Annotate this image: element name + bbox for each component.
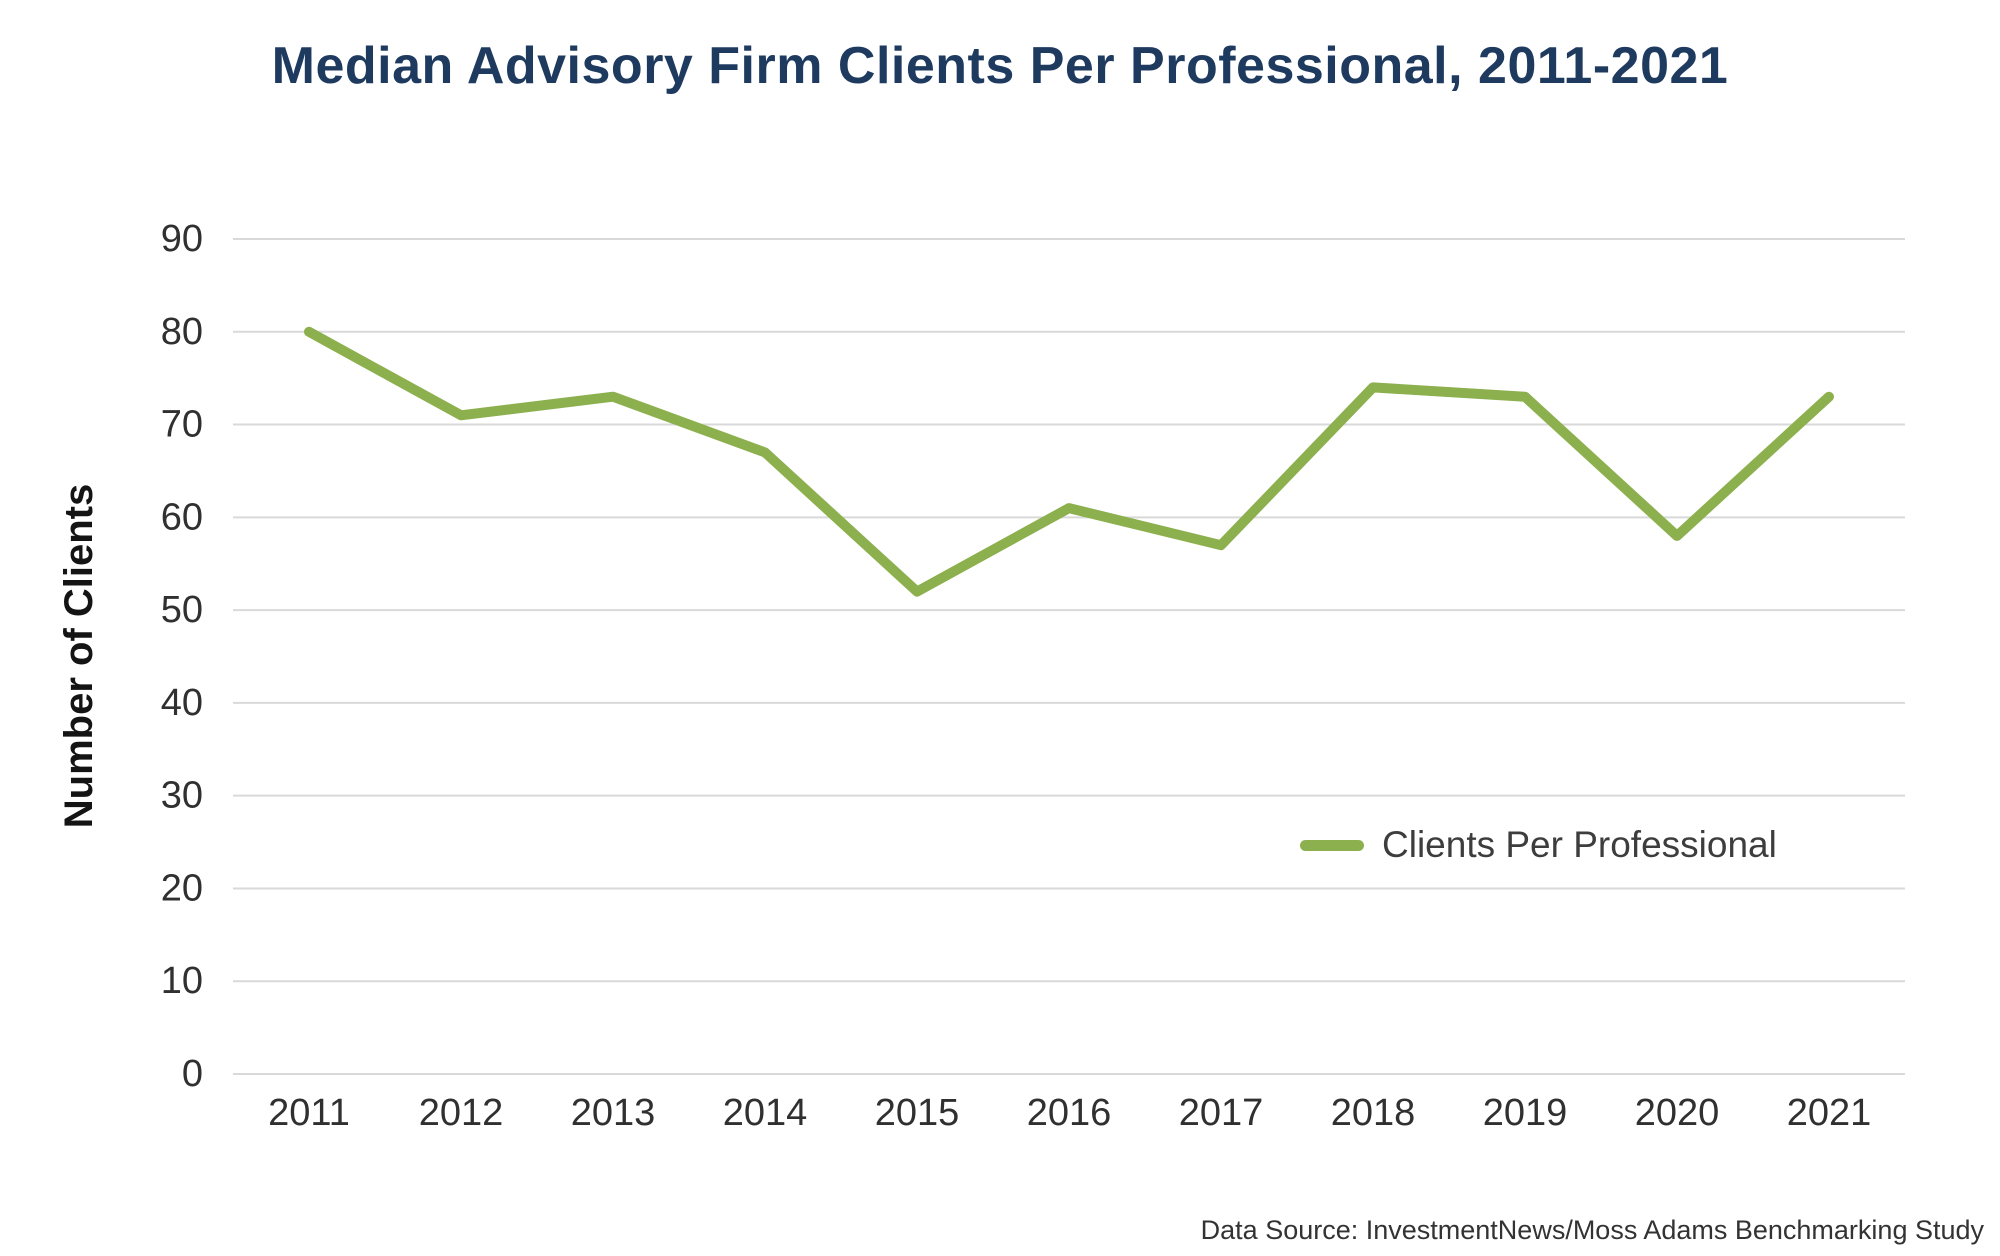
y-axis-title: Number of Clients [57, 484, 101, 828]
chart-title: Median Advisory Firm Clients Per Profess… [271, 37, 1729, 95]
legend-line-swatch-icon [1300, 839, 1364, 851]
x-tick-label-2019: 2019 [1483, 1092, 1568, 1134]
y-tick-label-50: 50 [161, 589, 203, 631]
y-tick-label-10: 10 [161, 960, 203, 1002]
x-tick-labels-group: 2011 2012 2013 2014 2015 2016 2017 2018 2019 2020… [268, 1092, 1871, 1134]
x-tick-label-2012: 2012 [419, 1092, 504, 1134]
x-tick-label-2020: 2020 [1635, 1092, 1720, 1134]
y-tick-label-30: 30 [161, 775, 203, 817]
data-source-note: Data Source: InvestmentNews/Moss Adams B… [1200, 1215, 1984, 1245]
legend: Clients Per Professional [1300, 820, 1777, 870]
x-tick-label-2014: 2014 [723, 1092, 808, 1134]
x-tick-label-2013: 2013 [571, 1092, 656, 1134]
x-tick-label-2017: 2017 [1179, 1092, 1264, 1134]
y-tick-label-40: 40 [161, 682, 203, 724]
x-tick-label-2015: 2015 [875, 1092, 960, 1134]
y-tick-label-70: 70 [161, 404, 203, 446]
y-tick-label-80: 80 [161, 311, 203, 353]
clients-per-professional-line [304, 326, 1834, 597]
y-tick-label-0: 0 [182, 1053, 203, 1095]
y-tick-label-20: 20 [161, 867, 203, 909]
x-tick-label-2021: 2021 [1787, 1092, 1872, 1134]
y-tick-labels-group: 0 10 20 30 40 50 60 70 80 90 [161, 218, 203, 1095]
y-tick-label-90: 90 [161, 218, 203, 260]
y-tick-label-60: 60 [161, 496, 203, 538]
x-tick-label-2011: 2011 [268, 1092, 350, 1134]
gridlines-group [233, 238, 1905, 1075]
legend-label: Clients Per Professional [1382, 824, 1777, 865]
x-tick-label-2016: 2016 [1027, 1092, 1112, 1134]
x-tick-label-2018: 2018 [1331, 1092, 1416, 1134]
